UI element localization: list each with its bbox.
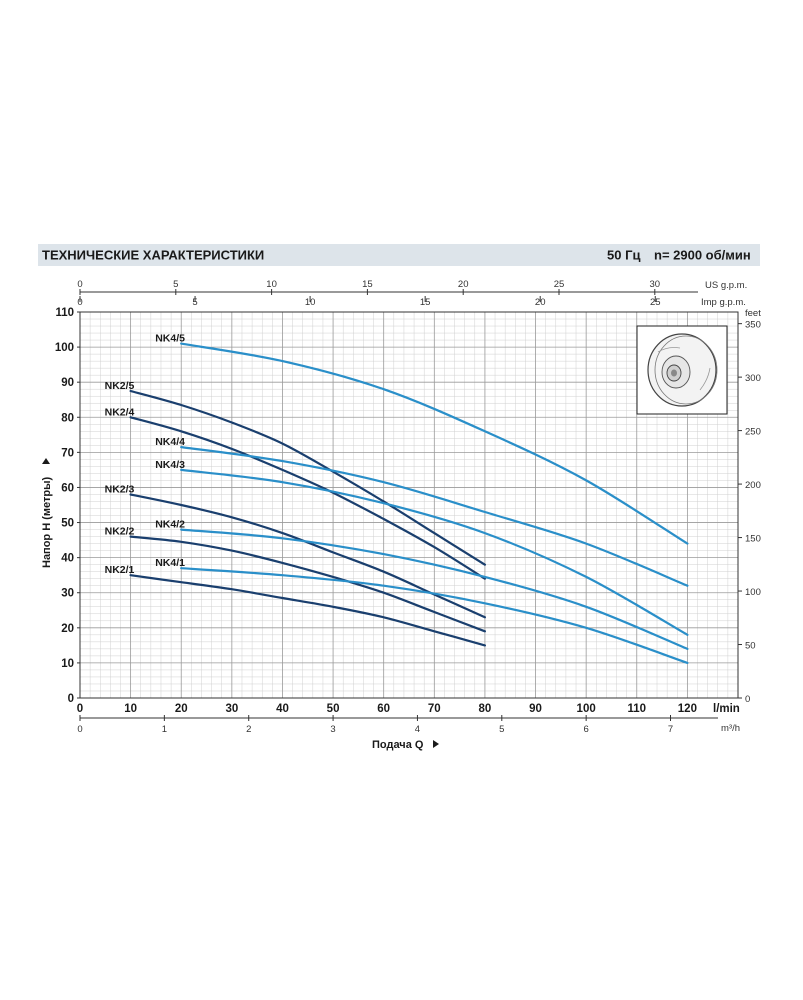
y-axis-title: Напор H (метры) xyxy=(41,458,53,568)
label-nk4-3: NK4/3 xyxy=(155,459,185,471)
m3h-tick-label: 7 xyxy=(668,724,673,735)
curve-nk4-3 xyxy=(180,468,689,636)
feet-tick-label: 250 xyxy=(745,427,761,438)
x-tick-label: 110 xyxy=(627,703,646,715)
feet-tick-label: 50 xyxy=(745,641,756,652)
us-gpm-unit: US g.p.m. xyxy=(705,280,747,291)
us-gpm-tick-label: 5 xyxy=(173,279,178,290)
curve-nk2-1 xyxy=(129,574,486,647)
y-tick-label: 100 xyxy=(55,342,74,354)
curve-nk2-5 xyxy=(129,389,486,566)
series-curves xyxy=(129,342,689,664)
impeller-image xyxy=(636,325,728,415)
y-tick-label: 90 xyxy=(61,377,74,389)
m3h-unit: m³/h xyxy=(721,723,740,734)
x-axis-title: Подача Q xyxy=(372,739,439,751)
y-tick-label: 60 xyxy=(61,482,74,494)
m3h-tick-label: 1 xyxy=(162,724,167,735)
x-tick-label: 0 xyxy=(77,703,83,715)
chart-title: ТЕХНИЧЕСКИЕ ХАРАКТЕРИСТИКИ xyxy=(42,248,264,263)
feet-tick-label: 150 xyxy=(745,534,761,545)
label-nk2-3: NK2/3 xyxy=(105,483,135,495)
axes: 0102030405060708090100110050100150200250… xyxy=(55,279,761,735)
imp-gpm-tick-label: 15 xyxy=(420,297,431,308)
curve-nk4-4 xyxy=(180,446,689,587)
imp-gpm-tick-label: 5 xyxy=(192,297,197,308)
curve-nk2-2 xyxy=(129,535,486,633)
y-tick-label: 50 xyxy=(61,518,74,530)
us-gpm-tick-label: 25 xyxy=(554,279,565,290)
feet-unit: feet xyxy=(745,308,761,319)
x-tick-label: 60 xyxy=(377,703,390,715)
us-gpm-tick-label: 15 xyxy=(362,279,373,290)
us-gpm-tick-label: 10 xyxy=(266,279,277,290)
m3h-tick-label: 0 xyxy=(77,724,82,735)
imp-gpm-tick-label: 10 xyxy=(305,297,316,308)
feet-tick-label: 300 xyxy=(745,373,761,384)
x-tick-label: 70 xyxy=(428,703,441,715)
label-nk2-2: NK2/2 xyxy=(105,526,135,538)
m3h-tick-label: 4 xyxy=(415,724,420,735)
us-gpm-tick-label: 20 xyxy=(458,279,469,290)
y-tick-label: 20 xyxy=(61,623,74,635)
y-tick-label: 40 xyxy=(61,553,74,565)
feet-tick-label: 0 xyxy=(745,694,750,705)
header-band: ТЕХНИЧЕСКИЕ ХАРАКТЕРИСТИКИ 50 Гц n= 2900… xyxy=(38,244,760,266)
m3h-tick-label: 3 xyxy=(330,724,335,735)
imp-gpm-unit: Imp g.p.m. xyxy=(701,297,746,308)
feet-tick-label: 200 xyxy=(745,480,761,491)
label-nk4-2: NK4/2 xyxy=(155,519,185,531)
curve-nk4-1 xyxy=(180,567,689,664)
us-gpm-tick-label: 30 xyxy=(650,279,661,290)
x-tick-label: 40 xyxy=(276,703,289,715)
x-axis-arrow-icon xyxy=(433,740,439,748)
label-nk2-1: NK2/1 xyxy=(105,564,135,576)
speed-label: n= 2900 об/мин xyxy=(654,248,751,263)
label-nk4-4: NK4/4 xyxy=(155,436,185,448)
x-tick-label: 50 xyxy=(327,703,340,715)
x-tick-label: 90 xyxy=(529,703,542,715)
imp-gpm-tick-label: 25 xyxy=(650,297,661,308)
label-nk2-4: NK2/4 xyxy=(105,406,135,418)
y-tick-label: 80 xyxy=(61,412,74,424)
x-tick-label: 20 xyxy=(175,703,188,715)
plot-frame xyxy=(79,311,739,699)
x-tick-label: 30 xyxy=(225,703,238,715)
imp-gpm-tick-label: 0 xyxy=(77,297,82,308)
curve-nk2-4 xyxy=(129,416,486,580)
curve-nk4-2 xyxy=(180,528,689,650)
label-nk2-5: NK2/5 xyxy=(105,380,135,392)
curve-nk4-5 xyxy=(180,342,689,545)
y-axis-arrow-icon xyxy=(42,458,50,464)
y-axis-title-text: Напор H (метры) xyxy=(41,477,53,568)
m3h-tick-label: 2 xyxy=(246,724,251,735)
imp-gpm-tick-label: 20 xyxy=(535,297,546,308)
y-tick-label: 30 xyxy=(61,588,74,600)
x-tick-label: 80 xyxy=(479,703,492,715)
label-nk4-1: NK4/1 xyxy=(155,557,185,569)
m3h-tick-label: 6 xyxy=(584,724,589,735)
x-axis-title-text: Подача Q xyxy=(372,739,424,751)
frequency-label: 50 Гц xyxy=(607,248,640,263)
feet-tick-label: 100 xyxy=(745,587,761,598)
x-tick-label: 10 xyxy=(124,703,137,715)
us-gpm-tick-label: 0 xyxy=(77,279,82,290)
lmin-unit: l/min xyxy=(713,703,740,715)
series-labels: NK2/5 NK2/4 NK2/3 NK2/2 NK2/1 NK4/5 NK4/4 NK4/3… xyxy=(105,333,186,577)
m3h-tick-label: 5 xyxy=(499,724,504,735)
x-tick-label: 120 xyxy=(678,703,697,715)
feet-tick-label: 350 xyxy=(745,320,761,331)
y-tick-label: 0 xyxy=(68,693,74,705)
x-tick-label: 100 xyxy=(577,703,596,715)
y-tick-label: 10 xyxy=(61,658,74,670)
label-nk4-5: NK4/5 xyxy=(155,333,185,345)
y-tick-label: 70 xyxy=(61,447,74,459)
y-tick-label: 110 xyxy=(55,307,74,319)
